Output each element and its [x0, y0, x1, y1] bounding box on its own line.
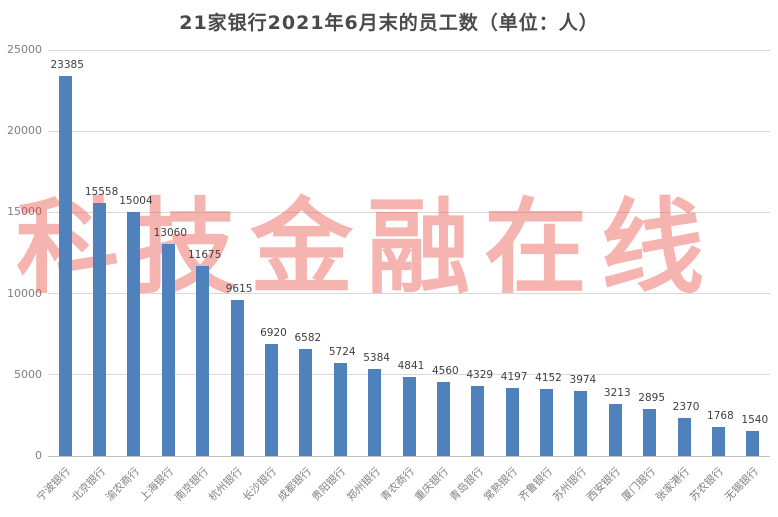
bar-value-label: 1540 [741, 413, 769, 426]
x-axis-category-label: 渝农商行 [103, 465, 142, 504]
x-axis-category-label: 宁波银行 [34, 465, 74, 504]
bar-成都银行 [299, 349, 313, 456]
y-axis-tick-label: 5000 [14, 367, 42, 381]
chart-title: 21家银行2021年6月末的员工数（单位：人） [179, 12, 599, 34]
bar-value-label: 15004 [119, 195, 153, 208]
y-axis-tick-label: 0 [35, 449, 42, 462]
bar-value-label: 11675 [188, 249, 222, 262]
gridline [48, 130, 770, 132]
bar-value-label: 4197 [500, 370, 528, 383]
bar-郑州银行 [368, 368, 382, 456]
bar-常熟银行 [505, 387, 519, 456]
bar-张家港行 [677, 417, 691, 456]
bar-value-label: 5384 [363, 351, 390, 364]
gridline [48, 374, 770, 376]
bar-value-label: 4841 [397, 360, 425, 373]
bar-value-label: 2370 [672, 400, 700, 413]
bar-青农商行 [402, 377, 416, 456]
x-axis-category-label: 南京银行 [172, 465, 211, 504]
x-axis-category-label: 长沙银行 [241, 465, 280, 504]
y-axis-tick-label: 15000 [7, 205, 42, 219]
bar-无锡银行 [746, 430, 760, 456]
bar-贵阳银行 [333, 363, 347, 456]
y-axis-tick-label: 25000 [7, 43, 42, 56]
x-axis-category-label: 成都银行 [275, 465, 314, 504]
x-axis-category-label: 上海银行 [138, 465, 177, 504]
bar-value-label: 15558 [84, 186, 119, 199]
bar-value-label: 4560 [432, 364, 459, 377]
bar-value-label: 9615 [225, 282, 253, 295]
x-axis-category-label: 杭州银行 [206, 465, 245, 504]
bar-北京银行 [93, 203, 107, 456]
y-axis-tick-label: 20000 [7, 124, 42, 138]
x-axis-category-label: 厦门银行 [619, 465, 658, 504]
bar-长沙银行 [264, 343, 278, 456]
gridline [48, 49, 770, 51]
bar-value-label: 4329 [466, 368, 494, 381]
bar-value-label: 5724 [328, 346, 356, 359]
gridline [48, 293, 770, 295]
gridline [48, 211, 770, 213]
x-axis-category-label: 苏州银行 [550, 465, 589, 504]
bar-value-label: 13060 [153, 226, 188, 239]
bar-西安银行 [608, 403, 622, 456]
x-axis-category-label: 苏农银行 [688, 465, 727, 504]
bar-value-label: 4152 [535, 371, 562, 384]
x-axis-category-label: 贵阳银行 [309, 465, 349, 504]
bar-value-label: 23385 [50, 59, 84, 72]
bar-value-label: 3213 [603, 386, 631, 399]
x-axis-category-label: 重庆银行 [413, 465, 452, 504]
bar-宁波银行 [58, 76, 72, 456]
x-axis-category-label: 青农商行 [378, 465, 417, 504]
x-axis-category-label: 北京银行 [69, 465, 108, 504]
x-axis-category-label: 无锡银行 [722, 465, 761, 504]
bar-value-label: 2895 [638, 391, 666, 404]
x-axis-category-label: 青岛银行 [447, 465, 486, 504]
bar-value-label: 6582 [294, 332, 322, 345]
x-axis-category-label: 西安银行 [584, 465, 624, 504]
bar-value-label: 3974 [569, 374, 597, 387]
bar-value-label: 6920 [260, 326, 287, 339]
x-axis-category-label: 张家港行 [653, 465, 692, 504]
x-axis-line [48, 455, 770, 457]
bar-杭州银行 [230, 299, 244, 456]
bar-苏州银行 [574, 391, 588, 456]
bar-青岛银行 [471, 385, 485, 456]
bar-齐鲁银行 [540, 388, 554, 456]
bar-厦门银行 [643, 408, 657, 456]
bar-南京银行 [196, 266, 210, 456]
bar-渝农商行 [127, 212, 141, 456]
x-axis-category-label: 常熟银行 [481, 465, 521, 504]
x-axis-category-label: 郑州银行 [344, 465, 383, 504]
y-axis-tick-label: 10000 [7, 286, 42, 300]
bar-苏农银行 [711, 427, 725, 456]
bar-value-label: 1768 [707, 410, 734, 423]
x-axis-category-label: 齐鲁银行 [516, 465, 555, 504]
bar-重庆银行 [436, 381, 450, 456]
bar-上海银行 [161, 243, 175, 456]
